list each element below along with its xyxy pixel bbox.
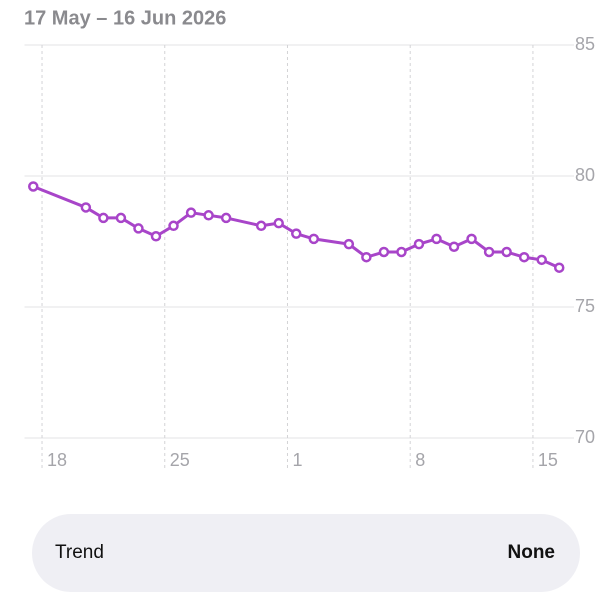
point (518, 251, 530, 263)
x-tick-label: 25 (170, 450, 190, 470)
point (343, 238, 355, 250)
point (308, 233, 320, 245)
point (553, 262, 565, 273)
point (168, 220, 179, 232)
point (378, 246, 390, 258)
x-tick-label: 1 (292, 450, 302, 470)
point (431, 233, 442, 245)
trend-value[interactable]: None (508, 542, 556, 563)
point (115, 212, 127, 224)
point (98, 212, 109, 224)
point (501, 246, 512, 258)
point (413, 238, 425, 250)
x-tick-label: 18 (47, 450, 67, 470)
x-tick-label: 15 (538, 450, 558, 470)
trend-label: Trend (55, 542, 104, 563)
y-tick-label: 70 (575, 427, 595, 447)
point (28, 181, 39, 192)
y-tick-label: 75 (575, 296, 595, 316)
point (203, 210, 214, 221)
point (220, 212, 232, 224)
trend-button[interactable] (32, 514, 580, 592)
point (291, 228, 302, 239)
point (396, 246, 407, 258)
point (361, 251, 372, 263)
point (80, 202, 92, 213)
y-tick-label: 85 (575, 34, 595, 54)
point (483, 246, 495, 258)
point (536, 254, 547, 266)
chart-title: 17 May – 16 Jun 2026 (24, 7, 226, 29)
point (150, 231, 162, 242)
point (185, 207, 197, 218)
point (255, 220, 267, 232)
y-tick-label: 80 (575, 165, 595, 185)
x-tick-label: 8 (415, 450, 425, 470)
point (448, 241, 460, 252)
series-line (32, 185, 560, 270)
point (133, 223, 144, 234)
point (273, 217, 284, 229)
point (466, 233, 477, 245)
